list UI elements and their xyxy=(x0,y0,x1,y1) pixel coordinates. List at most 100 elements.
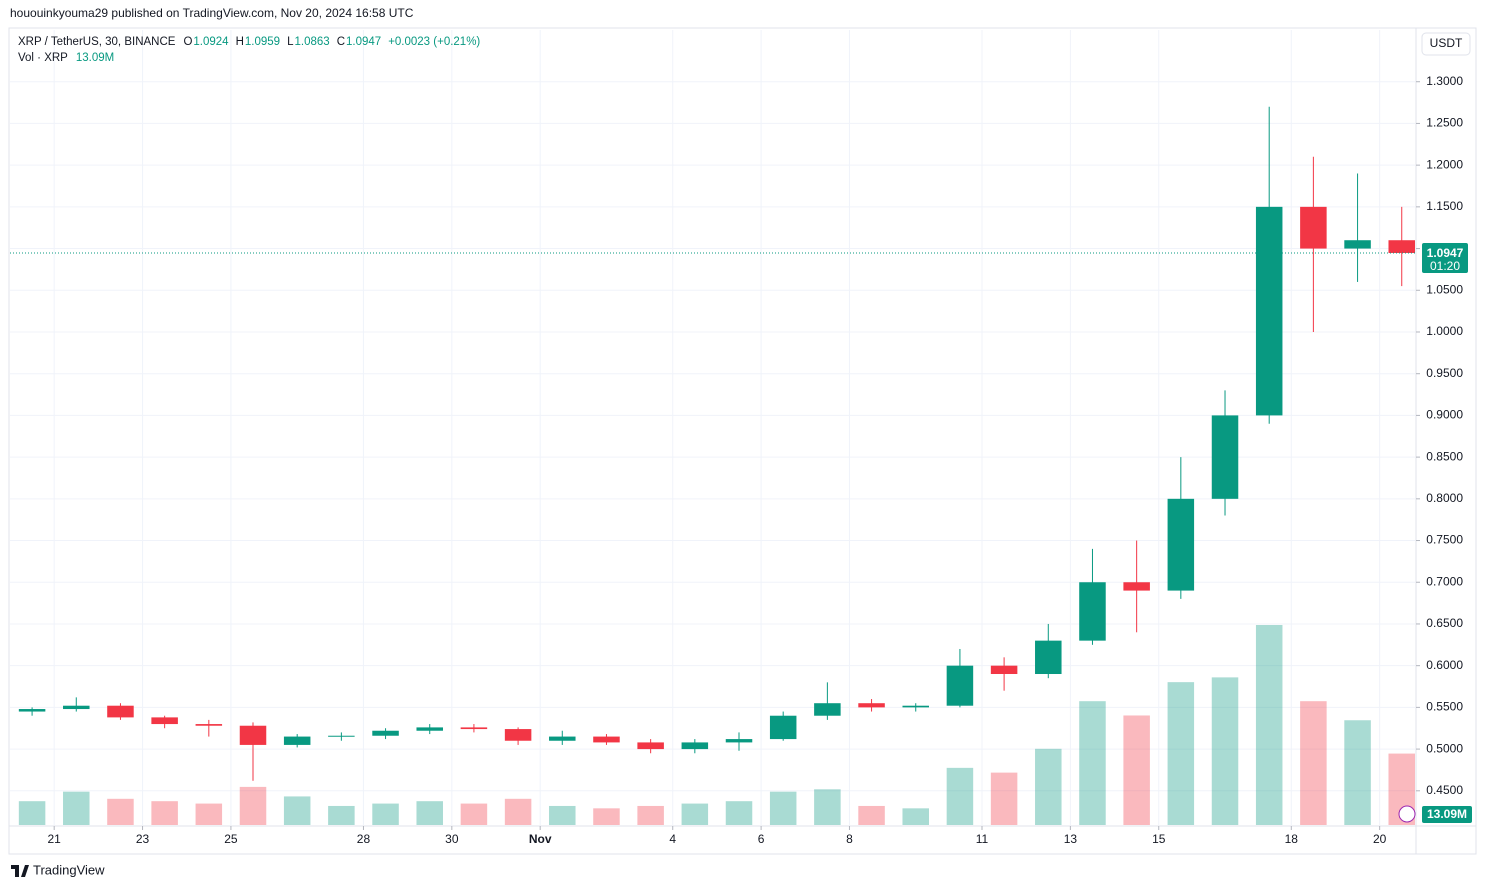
x-tick-label: 15 xyxy=(1152,832,1166,846)
y-tick-label: 0.9000 xyxy=(1426,408,1463,422)
volume-bar xyxy=(460,803,488,825)
ohlc-label: O xyxy=(183,36,192,48)
candle-body xyxy=(1211,415,1239,499)
y-tick-label: 0.7000 xyxy=(1426,574,1463,588)
volume-bar xyxy=(107,798,134,825)
volume-bar xyxy=(725,801,753,825)
candle-body xyxy=(990,665,1018,675)
candle-body xyxy=(18,709,46,712)
countdown: 01:20 xyxy=(1430,259,1460,273)
candle-body xyxy=(637,742,664,750)
y-tick-label: 0.8000 xyxy=(1426,491,1463,505)
change: +0.0023 (+0.21%) xyxy=(388,36,480,48)
candle-body xyxy=(814,703,841,716)
volume-bar xyxy=(858,805,885,825)
volume-bar xyxy=(283,796,311,825)
ohlc-value: 1.0959 xyxy=(245,36,280,48)
symbol: XRP / TetherUS, 30, BINANCE xyxy=(18,36,176,48)
volume-bar xyxy=(990,772,1018,825)
volume-bar xyxy=(372,803,399,825)
candle-body xyxy=(63,705,90,710)
frame xyxy=(8,27,1477,855)
candle-body xyxy=(504,729,532,741)
candle-body xyxy=(283,736,311,745)
candle-body xyxy=(1388,240,1415,253)
y-tick-label: 1.0000 xyxy=(1426,324,1463,338)
x-tick-label: 11 xyxy=(976,832,989,846)
candle-body xyxy=(858,703,885,708)
candle-body xyxy=(1079,582,1106,641)
logo-icon xyxy=(11,865,29,877)
candle-body xyxy=(1344,240,1371,249)
x-tick-label: 30 xyxy=(445,832,459,846)
candle-body xyxy=(1035,640,1062,675)
volume-bar xyxy=(1211,677,1239,825)
volume-title: Vol · XRP xyxy=(18,52,68,64)
ohlc-label: C xyxy=(337,36,345,48)
y-tick-label: 0.8500 xyxy=(1426,449,1463,463)
currency[interactable]: USDT xyxy=(1430,36,1463,50)
x-tick-label: 6 xyxy=(758,832,765,846)
y-tick-label: 1.2000 xyxy=(1426,157,1463,171)
x-tick-label: 28 xyxy=(357,832,371,846)
candle-body xyxy=(460,727,488,730)
y-tick-label: 0.5500 xyxy=(1426,700,1463,714)
volume-bar xyxy=(946,767,974,825)
candle-body xyxy=(1167,498,1195,591)
volume-bar xyxy=(328,805,355,825)
volume-box xyxy=(1422,806,1472,823)
y-tick-label: 0.9500 xyxy=(1426,366,1463,380)
y-tick-label: 0.6000 xyxy=(1426,658,1463,672)
x-tick-label: 25 xyxy=(224,832,238,846)
candle-body xyxy=(549,736,576,741)
y-tick-label: 1.3000 xyxy=(1426,74,1463,88)
volume-bar xyxy=(1035,748,1062,825)
volume-bar xyxy=(1123,715,1150,825)
candle-body xyxy=(725,739,753,743)
volume-icon xyxy=(1398,805,1416,823)
candle-body xyxy=(681,742,709,750)
x-tick-label: 20 xyxy=(1373,832,1387,846)
candle-body xyxy=(239,725,267,745)
candle-body xyxy=(946,665,974,706)
x-tick-label: Nov xyxy=(529,832,552,846)
volume-bar xyxy=(681,803,709,825)
ohlc-label: H xyxy=(236,36,244,48)
volume-bar xyxy=(814,789,841,825)
x-tick-label: 21 xyxy=(48,832,62,846)
candle-body xyxy=(1300,206,1327,249)
volume-bar xyxy=(902,808,929,825)
candle-body xyxy=(1123,582,1150,591)
logo-text: TradingView xyxy=(33,862,105,877)
ohlc-value: 1.0863 xyxy=(295,36,330,48)
volume-label: 13.09M xyxy=(1427,807,1467,821)
last-price-label: 1.0947 xyxy=(1427,246,1464,260)
y-tick-label: 0.6500 xyxy=(1426,616,1463,630)
byline: hououinkyouma29 published on TradingView… xyxy=(10,6,414,20)
plot xyxy=(18,106,1415,825)
y-tick-label: 0.7500 xyxy=(1426,533,1463,547)
candle-body xyxy=(416,727,443,731)
volume-bar xyxy=(549,805,576,825)
y-tick-label: 0.4500 xyxy=(1426,783,1463,797)
candle-body xyxy=(151,717,178,725)
candle-body xyxy=(328,735,355,737)
volume-bar xyxy=(416,801,443,825)
volume-bar xyxy=(769,791,797,825)
x-tick-label: 13 xyxy=(1064,832,1078,846)
x-tick-label: 4 xyxy=(669,832,676,846)
grid xyxy=(10,30,1415,825)
x-tick-label: 8 xyxy=(846,832,853,846)
currency-button[interactable] xyxy=(1421,32,1471,56)
candle-body xyxy=(372,730,399,736)
y-tick-label: 1.2500 xyxy=(1426,116,1463,130)
volume-bar xyxy=(239,786,267,825)
volume-legend-value: 13.09M xyxy=(76,52,114,64)
volume-bar xyxy=(1300,701,1327,825)
candle-body xyxy=(107,705,134,718)
volume-bar xyxy=(1255,625,1283,825)
ohlc-value: 1.0947 xyxy=(346,36,381,48)
ohlc-label: L xyxy=(287,36,294,48)
